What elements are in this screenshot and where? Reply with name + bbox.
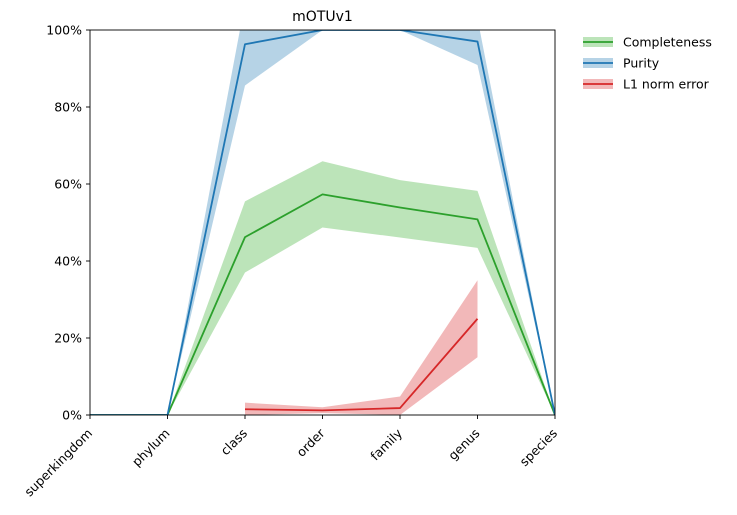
y-tick-label: 40%: [54, 254, 82, 269]
x-tick-label-family: family: [367, 425, 405, 463]
x-tick-label-superkingdom: superkingdom: [21, 426, 95, 500]
band-completeness: [90, 161, 555, 415]
x-tick-label-order: order: [293, 425, 328, 460]
chart-title: mOTUv1: [292, 9, 353, 25]
y-tick-label: 80%: [54, 100, 82, 115]
x-tick-label-class: class: [218, 426, 251, 459]
band-l1-norm-error: [245, 280, 478, 415]
legend: Completeness Purity L1 norm error: [583, 35, 712, 92]
line-l1-norm-error: [244, 318, 479, 412]
x-tick-label-phylum: phylum: [129, 426, 173, 470]
confidence-bands: [90, 30, 555, 415]
y-tick-label: 100%: [46, 23, 82, 38]
x-tick-label-genus: genus: [445, 426, 482, 463]
y-tick-label: 0%: [62, 408, 82, 423]
legend-label-purity: Purity: [623, 56, 660, 71]
legend-label-l1-norm-error: L1 norm error: [623, 77, 710, 92]
legend-label-completeness: Completeness: [623, 35, 712, 50]
y-tick-label: 20%: [54, 331, 82, 346]
x-tick-label-species: species: [517, 426, 561, 470]
x-axis: superkingdom phylum class order family genus s…: [21, 415, 560, 499]
y-tick-label: 60%: [54, 177, 82, 192]
y-axis: 0% 20% 40% 60% 80% 100%: [46, 23, 90, 423]
